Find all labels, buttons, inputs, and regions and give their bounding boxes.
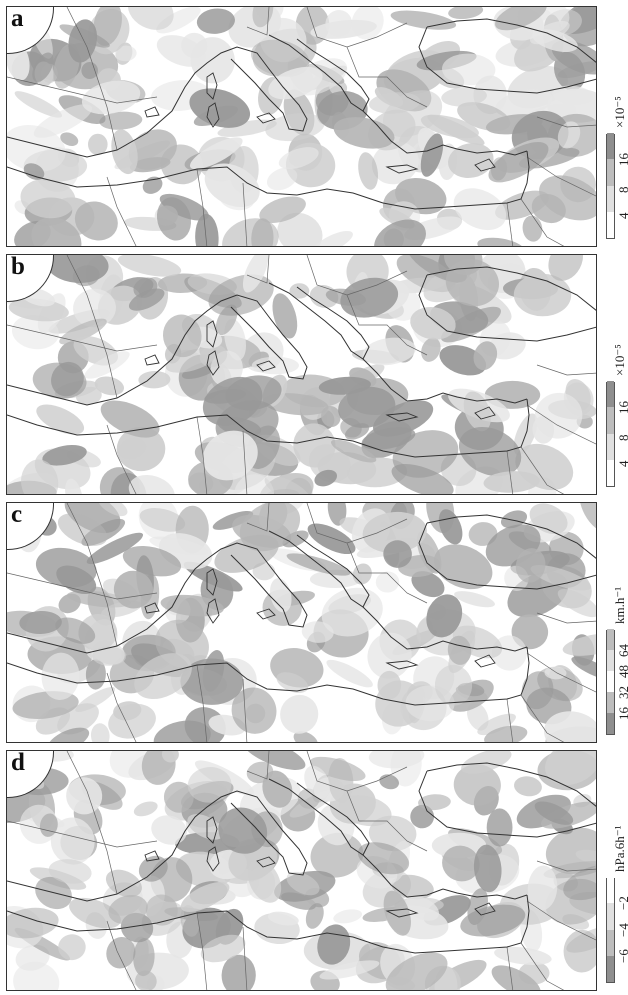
colorbar-tick-label: 16 xyxy=(616,401,628,415)
colorbar-a xyxy=(606,133,615,239)
colorbar-segment xyxy=(607,671,614,692)
colorbar-segment xyxy=(607,692,614,713)
country-borders xyxy=(7,255,596,494)
colorbar-unit: km.h⁻¹ xyxy=(612,586,627,624)
colorbar-tick-label: 4 xyxy=(616,460,628,467)
coastlines xyxy=(7,266,596,458)
map-d xyxy=(7,751,596,990)
colorbar-d xyxy=(606,877,615,983)
colorbar-tick-label: −2 xyxy=(616,896,628,911)
colorbar-tick-label: −4 xyxy=(616,922,628,937)
map-b xyxy=(7,255,596,494)
colorbar-tick-label: 48 xyxy=(616,665,628,678)
country-borders xyxy=(7,7,596,246)
panel-label: b xyxy=(11,254,25,280)
colorbar-segment xyxy=(607,903,614,930)
country-borders xyxy=(7,751,596,990)
colorbar-tick-label: 64 xyxy=(616,644,628,657)
colorbar-segment xyxy=(607,211,614,238)
map-panel-a: a xyxy=(6,6,597,247)
colorbar-segment xyxy=(607,929,614,956)
colorbar-segment xyxy=(607,877,614,904)
contour-shading xyxy=(7,751,596,990)
panel-label: d xyxy=(11,750,25,776)
colorbar-segment xyxy=(607,629,614,650)
colorbar-tick-label: 16 xyxy=(616,707,628,720)
colorbar-c xyxy=(606,629,615,735)
coastlines xyxy=(7,514,596,706)
colorbar-segment xyxy=(607,159,614,186)
colorbar-segment xyxy=(607,955,614,982)
colorbar-tick-label: 4 xyxy=(616,212,628,219)
map-panel-b: b xyxy=(6,254,597,495)
colorbar-tick-label: 32 xyxy=(616,686,628,699)
colorbar-unit: hPa.6h⁻¹ xyxy=(612,825,627,872)
map-panel-d: d xyxy=(6,750,597,991)
map-panel-c: c xyxy=(6,502,597,743)
colorbar-segment xyxy=(607,713,614,734)
contour-shading xyxy=(7,7,596,246)
country-borders xyxy=(7,503,596,742)
colorbar-unit: ×10⁻⁵ xyxy=(612,344,627,376)
colorbar-segment xyxy=(607,133,614,160)
contour-shading xyxy=(7,503,596,742)
colorbar-tick-label: 8 xyxy=(616,434,628,441)
contour-shading xyxy=(7,255,596,494)
colorbar-segment xyxy=(607,185,614,212)
colorbar-tick-label: 8 xyxy=(616,186,628,193)
colorbar-tick-label: 16 xyxy=(616,153,628,167)
panel-label: c xyxy=(11,502,23,528)
coastlines xyxy=(7,18,596,210)
map-a xyxy=(7,7,596,246)
colorbar-segment xyxy=(607,433,614,460)
colorbar-segment xyxy=(607,459,614,486)
map-c xyxy=(7,503,596,742)
colorbar-segment xyxy=(607,650,614,671)
colorbar-tick-label: −6 xyxy=(616,948,628,963)
colorbar-segment xyxy=(607,407,614,434)
colorbar-segment xyxy=(607,381,614,408)
colorbar-unit: ×10⁻⁵ xyxy=(612,96,627,128)
panel-label: a xyxy=(11,6,24,32)
coastlines xyxy=(7,762,596,954)
colorbar-b xyxy=(606,381,615,487)
